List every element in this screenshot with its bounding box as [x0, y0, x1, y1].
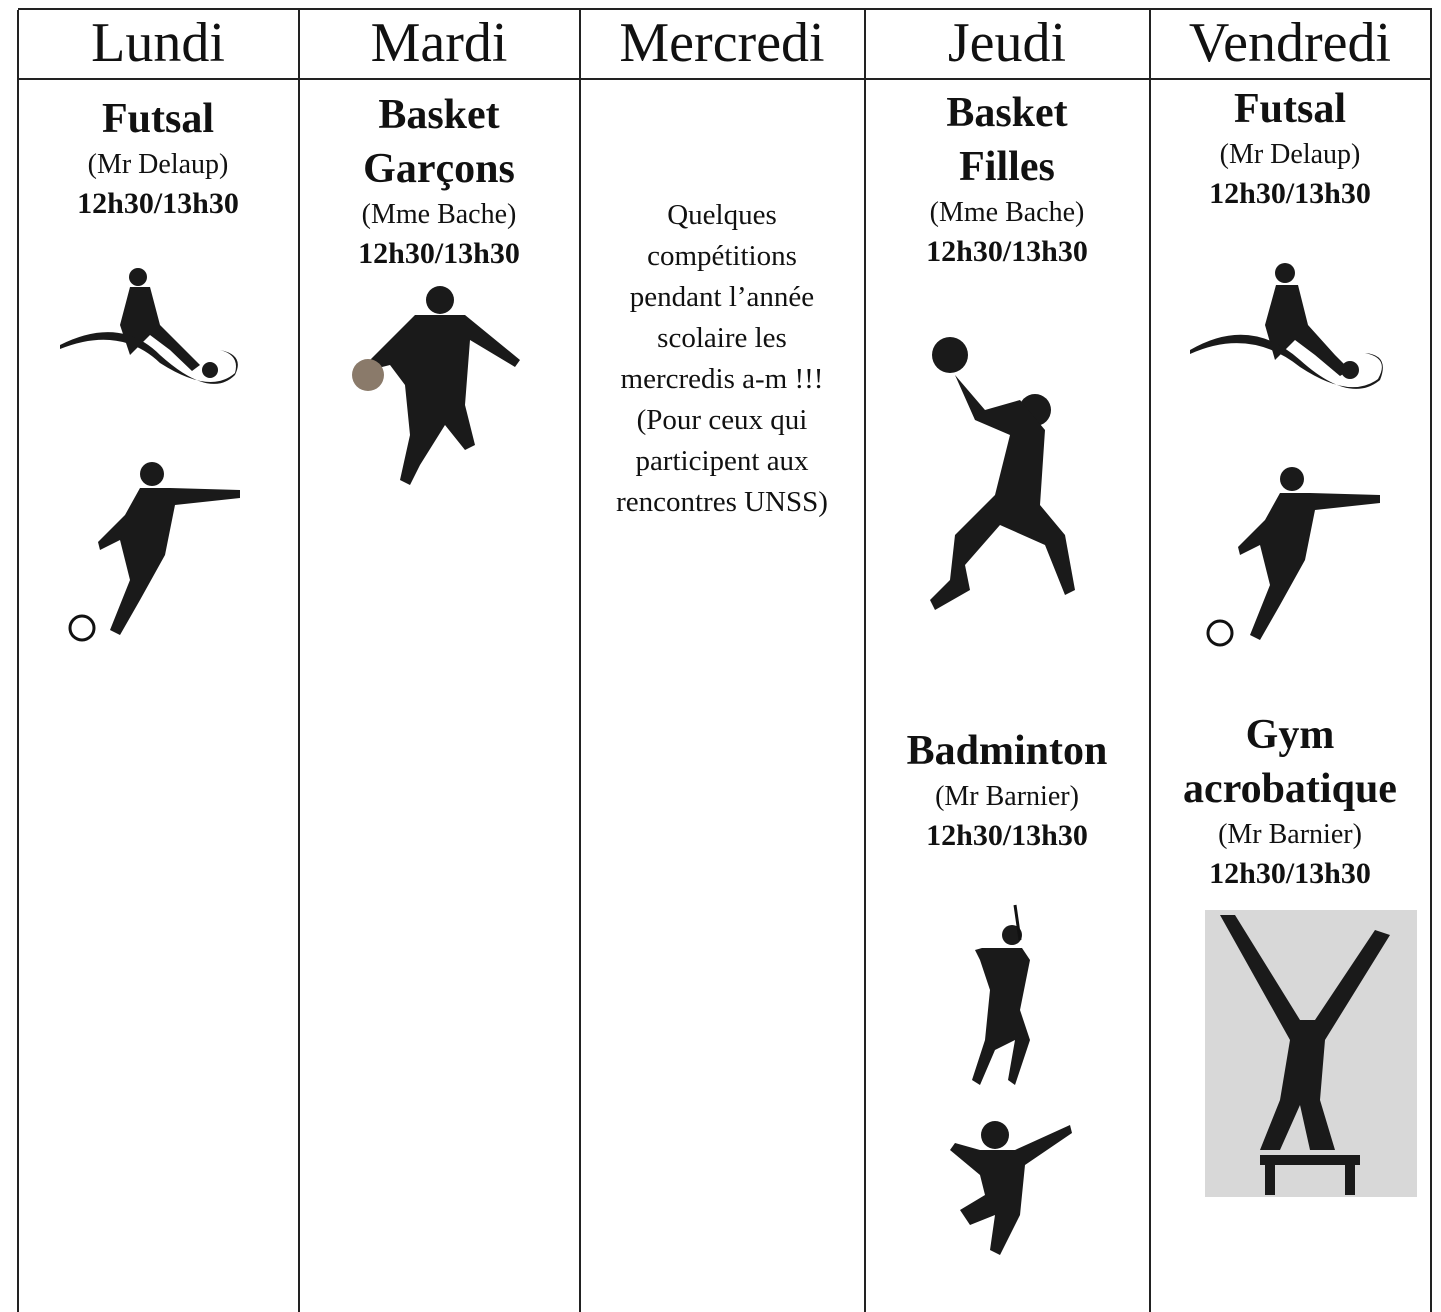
- badminton-icon: [972, 904, 1030, 1085]
- activity: Basket Filles (Mme Bache) 12h30/13h30: [865, 86, 1149, 272]
- day-header: Jeudi: [947, 12, 1067, 74]
- table-border: [864, 10, 866, 1312]
- time: 12h30/13h30: [926, 235, 1088, 268]
- basket-girl-icon: [930, 337, 1075, 610]
- day-header: Mercredi: [619, 12, 825, 74]
- time: 12h30/13h30: [1209, 177, 1371, 210]
- day-column: Quelques compétitions pendant l’année sc…: [580, 80, 864, 1312]
- activity-title: Gym acrobatique: [1183, 712, 1397, 812]
- teacher: (Mr Barnier): [1218, 819, 1362, 850]
- activity-title: Basket Filles: [946, 90, 1068, 190]
- badminton-icon-2: [950, 1121, 1072, 1255]
- note: Quelques compétitions pendant l’année sc…: [616, 199, 828, 518]
- table-border: [18, 78, 1432, 80]
- day-column: Basket Garçons (Mme Bache) 12h30/13h30: [299, 80, 579, 1312]
- activity: Basket Garçons (Mme Bache) 12h30/13h30: [299, 88, 579, 274]
- teacher: (Mr Delaup): [87, 149, 229, 180]
- teacher: (Mr Delaup): [1219, 139, 1361, 170]
- basket-boy-icon: [352, 286, 520, 485]
- futsal-player-icon: [1206, 467, 1380, 647]
- day-column: Futsal (Mr Delaup) 12h30/13h30 Gym acrob…: [1150, 80, 1430, 1312]
- activity: Badminton (Mr Barnier) 12h30/13h30: [865, 724, 1149, 856]
- activity: Gym acrobatique (Mr Barnier) 12h30/13h30: [1150, 708, 1430, 894]
- futsal-player-icon: [68, 462, 240, 642]
- activity-title: Futsal: [101, 96, 214, 142]
- table-border: [18, 8, 1432, 10]
- table-border: [1149, 10, 1151, 1312]
- time: 12h30/13h30: [77, 187, 239, 220]
- table-border: [1430, 10, 1432, 1312]
- activity-title: Futsal: [1233, 86, 1346, 132]
- gym-icon: [1205, 910, 1417, 1197]
- futsal-girl-icon: [60, 268, 238, 384]
- activity-title: Basket Garçons: [363, 92, 515, 192]
- time: 12h30/13h30: [358, 237, 520, 270]
- day-header: Lundi: [91, 12, 225, 74]
- activity: Futsal (Mr Delaup) 12h30/13h30: [1150, 82, 1430, 214]
- table-border: [17, 10, 19, 1312]
- day-header: Mardi: [370, 12, 508, 74]
- futsal-girl-icon: [1190, 263, 1383, 389]
- activity-title: Badminton: [906, 728, 1108, 774]
- day-header: Vendredi: [1188, 12, 1392, 74]
- teacher: (Mme Bache): [929, 197, 1085, 228]
- activity: Futsal (Mr Delaup) 12h30/13h30: [18, 92, 298, 224]
- time: 12h30/13h30: [926, 819, 1088, 852]
- day-column: Futsal (Mr Delaup) 12h30/13h30: [18, 80, 298, 1312]
- teacher: (Mr Barnier): [935, 781, 1079, 812]
- table-border: [579, 10, 581, 1312]
- time: 12h30/13h30: [1209, 857, 1371, 890]
- table-border: [298, 10, 300, 1312]
- day-column: Basket Filles (Mme Bache) 12h30/13h30 Ba…: [865, 80, 1149, 1312]
- teacher: (Mme Bache): [361, 199, 517, 230]
